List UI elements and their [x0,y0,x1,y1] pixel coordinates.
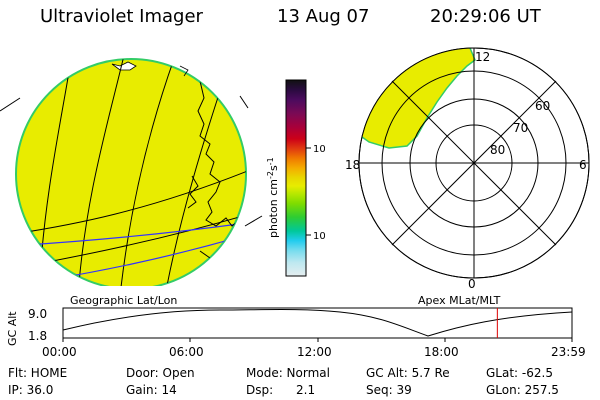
alt-ylabel: GC Alt [6,311,19,346]
info-glon: GLon: 257.5 [486,383,559,397]
info-door: Door: Open [126,366,195,380]
info-gain: Gain: 14 [126,383,177,397]
color-bar-tick-low: 10 [313,231,325,242]
polar-emission [359,48,476,149]
info-dsp-value: 2.1 [296,383,316,397]
mlat-label-60: 60 [535,99,550,113]
apex-label: Apex MLat/MLT [418,294,501,307]
alt-xtick-3: 18:00 [424,345,459,359]
info-seq: Seq: 39 [366,383,412,397]
info-mode: Mode: Normal [246,366,330,380]
mlat-label-70: 70 [513,121,528,135]
observation-date: 13 Aug 07 [277,6,370,27]
mlt-label-18: 18 [345,158,360,172]
info-flt: Flt: HOME [8,366,68,380]
alt-xtick-2: 12:00 [297,345,332,359]
color-bar-unit: photon cm-2s-1 [266,157,280,238]
observation-time: 20:29:06 UT [430,6,541,27]
polar-dial: 12 18 6 0 60 70 80 [345,47,590,291]
instrument-title: Ultraviolet Imager [40,6,203,27]
mlat-label-80: 80 [490,143,505,157]
alt-curve [62,309,573,337]
alt-xtick-0: 00:00 [42,345,77,359]
info-glat: GLat: -62.5 [486,366,553,380]
alt-ymin: 1.8 [28,329,47,343]
mlt-label-6: 6 [579,158,587,172]
mlt-label-12: 12 [475,50,490,64]
geographic-image [0,58,263,286]
mlt-label-0: 0 [468,277,476,291]
altitude-plot: GC Alt 9.0 1.8 00:00 06:00 12:00 18:00 2… [6,307,586,359]
color-bar-tick-high: 100 [313,144,325,155]
polar-grid [358,47,590,279]
earth-disk [15,58,247,286]
geographic-label: Geographic Lat/Lon [70,294,178,307]
color-bar-gradient [285,79,307,277]
color-bar: 100 10 photon cm-2s-1 [266,79,325,277]
alt-xtick-4: 23:59 [551,345,586,359]
info-gc-alt: GC Alt: 5.7 Re [366,366,450,380]
info-dsp-label: Dsp: [246,383,274,397]
alt-xtick-1: 06:00 [169,345,204,359]
info-ip: IP: 36.0 [8,383,54,397]
alt-ymax: 9.0 [28,307,47,321]
alt-frame [62,307,573,339]
